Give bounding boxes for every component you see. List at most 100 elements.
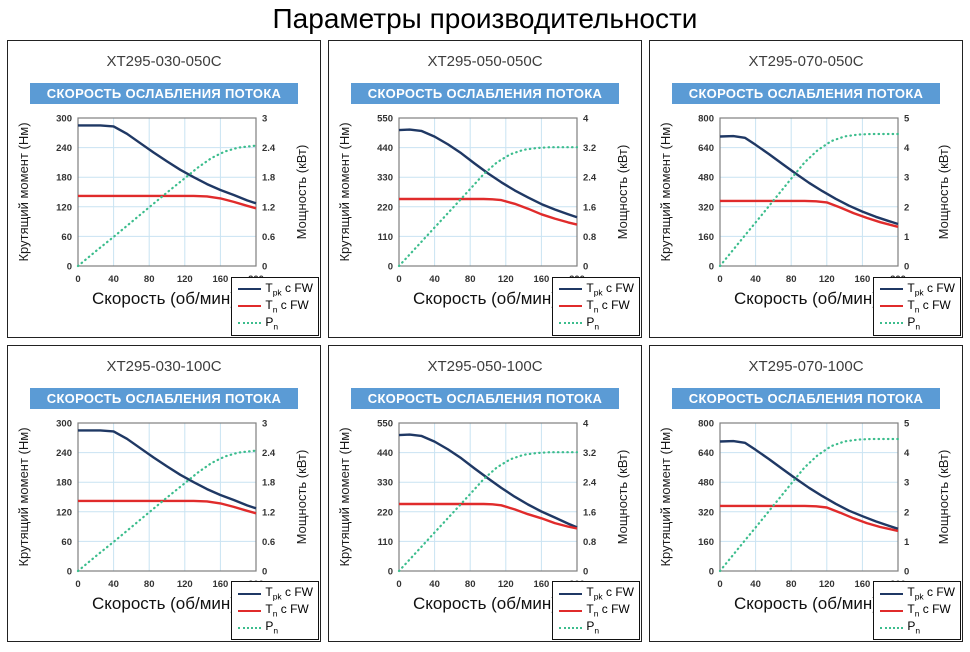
plot-border — [77, 117, 257, 267]
right-axis-tick: 0 — [262, 566, 267, 577]
right-axis-tick: 4 — [904, 448, 910, 459]
chart-panel-xt295-070-100c: XT295-070-100C СКОРОСТЬ ОСЛАБЛЕНИЯ ПОТОК… — [649, 344, 963, 642]
plot-border — [77, 421, 257, 572]
x-axis-label: Скорость (об/мин) — [92, 289, 236, 308]
left-axis-tick: 220 — [377, 507, 393, 518]
legend-entry-pn: Pn — [238, 315, 313, 332]
left-axis-tick: 240 — [56, 448, 72, 459]
left-axis-tick: 60 — [61, 232, 72, 243]
right-axis-tick: 5 — [904, 114, 910, 125]
right-axis-tick: 0 — [583, 262, 588, 273]
chart-area: 0 60 120 180 240 300 0 0.6 1.2 1.8 2.4 3 0 40 80 120 160… — [8, 112, 320, 288]
chart-panel-xt295-050-100c: XT295-050-100C СКОРОСТЬ ОСЛАБЛЕНИЯ ПОТОК… — [328, 344, 642, 642]
legend-line-tpk — [880, 288, 904, 290]
left-axis-tick: 0 — [388, 566, 393, 577]
legend-line-tpk — [238, 592, 262, 595]
right-axis-tick: 2.4 — [583, 173, 597, 184]
right-axis-tick: 1.8 — [262, 477, 275, 488]
legend-label: Pn — [265, 314, 279, 332]
legend-line-tn — [880, 609, 904, 612]
right-axis-tick: 0 — [583, 566, 588, 577]
chart-canvas: 016032048064080001234504080120160200Крут… — [658, 114, 951, 286]
x-axis-tick: 160 — [212, 579, 228, 590]
x-axis-tick: 160 — [533, 579, 549, 590]
right-axis-tick: 0.8 — [583, 232, 596, 243]
chart-area: 0 60 120 180 240 300 0 0.6 1.2 1.8 2.4 3 0 40 80 120 160… — [8, 417, 320, 593]
x-axis-label: Скорость (об/мин) — [413, 593, 557, 613]
legend-line-tn — [559, 609, 583, 612]
x-axis-tick: 0 — [717, 274, 722, 285]
legend-line-pn — [238, 322, 262, 324]
plot-border — [398, 117, 578, 267]
flux-weakening-banner: СКОРОСТЬ ОСЛАБЛЕНИЯ ПОТОКА — [350, 387, 620, 409]
flux-weakening-banner: СКОРОСТЬ ОСЛАБЛЕНИЯ ПОТОКА — [29, 387, 299, 409]
plot-border — [719, 421, 899, 572]
left-axis-tick: 550 — [377, 114, 393, 125]
legend: Tpk с FW Tn с FW Pn — [231, 276, 319, 336]
x-axis-tick: 80 — [786, 579, 797, 590]
right-axis-tick: 1.6 — [583, 202, 596, 213]
series-line-pn — [397, 146, 579, 268]
x-axis-tick: 0 — [75, 274, 80, 285]
x-axis-tick: 160 — [212, 274, 228, 285]
legend-entry-tpk: Tpk с FW — [559, 281, 634, 298]
series-line-pn — [76, 448, 258, 572]
right-axis-tick: 3 — [904, 477, 909, 488]
legend-line-tpk — [559, 288, 583, 290]
right-axis-tick: 1.8 — [262, 173, 275, 184]
left-axis-tick: 480 — [698, 173, 714, 184]
x-axis-tick: 120 — [819, 579, 835, 590]
legend-entry-tpk: Tpk с FW — [880, 281, 955, 298]
x-axis-tick: 160 — [854, 579, 870, 590]
x-axis-label: Скорость (об/мин) — [734, 289, 878, 308]
legend-entry-tpk: Tpk с FW — [238, 585, 313, 602]
legend-line-pn — [559, 322, 583, 324]
left-axis-tick: 60 — [61, 536, 72, 547]
chart-area: 0 110 220 330 440 550 0 0.8 1.6 2.4 3.2 4 0 40 80 120 16… — [329, 417, 641, 593]
right-axis-tick: 0 — [262, 262, 267, 273]
left-axis-tick: 480 — [698, 477, 714, 488]
left-axis-tick: 160 — [698, 232, 714, 243]
left-axis-tick: 0 — [388, 262, 393, 273]
series-line-tpk — [398, 432, 578, 529]
x-axis-tick: 0 — [717, 579, 722, 590]
x-axis-tick: 40 — [108, 274, 119, 285]
x-axis-tick: 40 — [429, 274, 440, 285]
y-axis-label-right: Мощность (кВт) — [615, 449, 630, 544]
x-axis-label: Скорость (об/мин) — [413, 289, 557, 308]
legend-line-pn — [880, 322, 904, 324]
x-axis-tick: 80 — [465, 274, 476, 285]
left-axis-tick: 0 — [709, 262, 714, 273]
x-axis-tick: 0 — [396, 274, 401, 285]
series-line-pn — [76, 144, 258, 268]
x-axis-tick: 120 — [498, 274, 514, 285]
legend-line-pn — [238, 626, 262, 629]
x-axis-tick: 120 — [177, 274, 193, 285]
left-axis-tick: 0 — [709, 566, 714, 577]
right-axis-tick: 4 — [904, 143, 910, 154]
left-axis-tick: 240 — [56, 143, 72, 154]
chart-area: 016032048064080001234504080120160200Крут… — [650, 417, 962, 593]
left-axis-tick: 110 — [378, 232, 393, 243]
series-line-tpk — [78, 124, 257, 205]
legend: Tpk с FW Tn с FW Pn — [873, 581, 961, 640]
chart-area: 0 110 220 330 440 550 0 0.8 1.6 2.4 3.2 4 0 40 80 120 16… — [329, 112, 641, 288]
x-axis-tick: 40 — [108, 579, 119, 590]
right-axis-tick: 3.2 — [583, 448, 596, 459]
right-axis-tick: 0 — [904, 566, 909, 577]
right-axis-tick: 3 — [262, 114, 267, 125]
x-axis-tick: 80 — [144, 579, 155, 590]
legend-label: Pn — [265, 619, 279, 636]
left-axis-tick: 300 — [56, 418, 72, 429]
series-line-tn — [399, 197, 578, 226]
left-axis-tick: 220 — [377, 202, 393, 213]
legend: Tpk с FW Tn с FW Pn — [552, 276, 640, 336]
left-axis-tick: 800 — [698, 114, 714, 125]
chart-panel-xt295-070-050c: XT295-070-050C СКОРОСТЬ ОСЛАБЛЕНИЯ ПОТОК… — [649, 40, 963, 338]
legend-label: Tn с FW — [586, 297, 630, 315]
series-line-pn — [718, 437, 900, 572]
legend-entry-pn: Pn — [559, 315, 634, 332]
legend-label: Pn — [907, 619, 921, 636]
series-line-tpk — [719, 439, 899, 530]
